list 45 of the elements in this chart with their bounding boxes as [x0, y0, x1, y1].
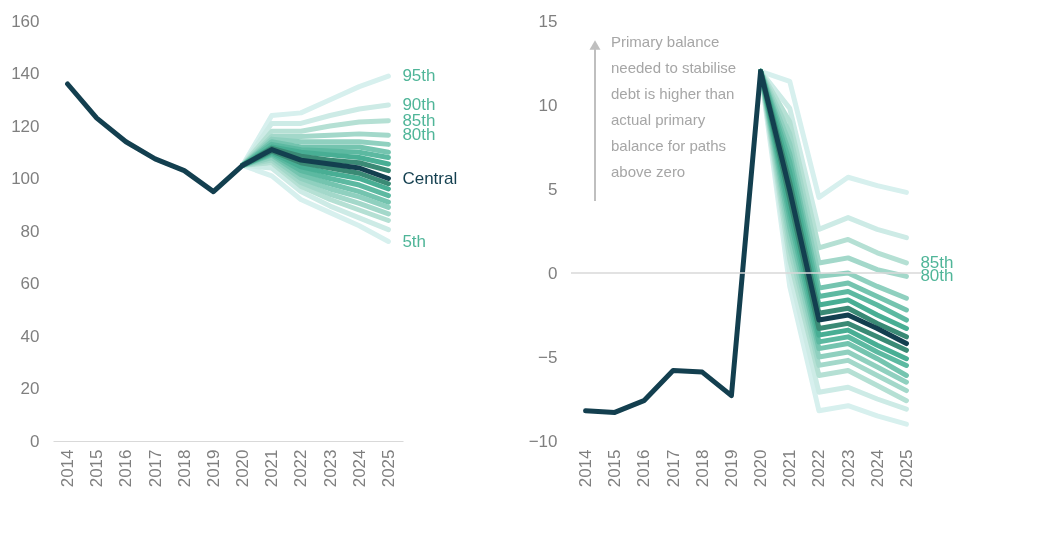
y-tick-label: 0 — [548, 263, 558, 283]
y-tick-label: 120 — [11, 116, 40, 136]
annotation: Primary balance needed to stabilise debt is higher than actual primary balance for paths above zero — [611, 33, 737, 180]
x-tick-label: 2015 — [87, 449, 107, 488]
y-tick-label: 80 — [20, 221, 40, 241]
y-tick-label: 140 — [11, 64, 40, 83]
series-label: 5th — [402, 231, 427, 251]
y-tick-label: 160 — [11, 11, 40, 31]
x-tick-label: 2025 — [378, 449, 398, 488]
y-tick-label: 20 — [20, 379, 40, 398]
x-tick-label: 2020 — [233, 449, 253, 488]
x-tick-label: 2023 — [838, 449, 858, 488]
x-tick-label: 2020 — [751, 449, 771, 488]
x-tick-label: 2019 — [721, 449, 741, 488]
x-tick-label: 2018 — [692, 449, 712, 488]
x-tick-label: 2019 — [203, 449, 223, 488]
series-label: Central — [402, 168, 458, 188]
y-tick-label: 60 — [20, 274, 40, 293]
y-tick-label: 40 — [20, 326, 40, 346]
y-tick-label: 10 — [538, 95, 558, 115]
x-tick-label: 2015 — [605, 449, 625, 488]
x-tick-label: 2024 — [867, 449, 887, 488]
x-tick-label: 2016 — [116, 449, 136, 488]
x-tick-label: 2021 — [262, 449, 282, 488]
y-tick-label: −10 — [528, 431, 558, 451]
y-tick-label: 5 — [548, 179, 558, 199]
x-tick-label: 2018 — [174, 449, 194, 488]
series-label: 95th — [402, 66, 436, 86]
x-tick-label: 2014 — [576, 449, 596, 488]
x-tick-label: 2025 — [896, 449, 916, 488]
series-label: 90th — [402, 95, 436, 114]
x-tick-label: 2022 — [809, 449, 829, 488]
x-tick-label: 2023 — [320, 449, 340, 488]
y-tick-label: −5 — [538, 347, 558, 367]
series-label: 80th — [402, 125, 436, 145]
y-tick-label: 15 — [538, 11, 558, 31]
y-tick-label: 0 — [30, 431, 40, 451]
x-tick-label: 2017 — [145, 449, 165, 488]
x-tick-label: 2016 — [634, 449, 654, 488]
x-tick-label: 2014 — [58, 449, 78, 488]
x-tick-label: 2022 — [291, 449, 311, 488]
x-tick-label: 2024 — [349, 449, 369, 488]
y-tick-label: 100 — [11, 169, 40, 188]
x-tick-label: 2017 — [663, 449, 683, 488]
x-tick-label: 2021 — [780, 449, 800, 488]
